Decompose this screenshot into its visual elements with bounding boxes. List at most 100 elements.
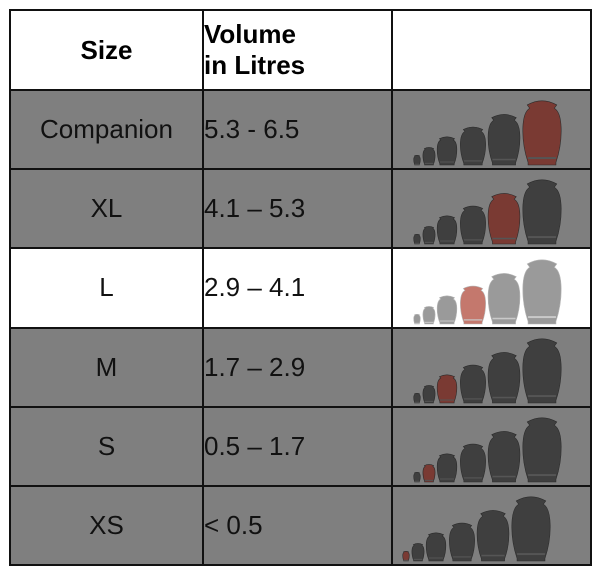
urn-band [414,480,420,482]
urn-band [528,157,556,160]
urn-icon [522,338,562,404]
urn-highlighted-icon [436,374,458,404]
urn-icon [522,417,562,483]
urn-band [463,398,483,400]
urn-band [439,320,455,322]
urn-band [528,394,556,397]
urn-highlighted-icon [460,285,486,324]
urn-band [528,473,556,476]
urn-icon [487,114,521,166]
row-xs: XS < 0.5 [9,484,592,567]
urn-icon [413,392,421,404]
urn-band [481,554,505,557]
volume-cell: < 0.5 [202,484,393,567]
urn-band [528,315,556,318]
urn-icon [436,295,458,324]
size-cell: S [9,405,204,487]
urn-band [463,239,483,241]
urn-icon [487,272,521,324]
urn-icon [460,443,486,483]
urn-lineup-svg [402,496,551,562]
urn-band [492,396,516,399]
size-cell: XS [9,484,204,567]
urn-band [492,317,516,319]
urn-band [492,159,516,161]
urn-icon [422,305,436,324]
urn-band [517,553,545,556]
urn-band [424,321,434,323]
urn-icon [476,510,510,562]
urn-band [424,163,434,165]
urn-icon [413,313,421,324]
size-cell: M [9,326,204,408]
urn-band [528,236,556,239]
urn-icon [460,206,486,245]
urn-icon [411,543,425,562]
urn-band [439,399,455,401]
urn-icon [425,532,447,562]
row-m: M 1.7 – 2.9 [9,326,592,408]
urn-band [424,479,434,481]
urn-band [424,400,434,402]
volume-cell: 4.1 – 5.3 [202,168,393,250]
header-volume-line1: Volume [204,19,296,50]
size-cell: Companion [9,89,204,171]
urn-highlighted-icon [487,193,521,245]
header-image [391,8,592,92]
size-cell: L [9,247,204,329]
urn-highlighted-icon [522,100,562,166]
urn-band [403,559,409,561]
urn-band [413,558,423,560]
urn-icon [487,430,521,483]
row-s: S 0.5 – 1.7 [9,405,592,487]
urn-band [424,242,434,244]
urn-highlighted-icon [402,550,410,562]
urn-lineup-image [391,247,592,329]
urn-lineup-image [391,89,592,171]
volume-cell: 1.7 – 2.9 [202,326,393,408]
urn-icon [413,155,421,166]
urn-icon [522,179,562,245]
urn-band [439,161,455,163]
urn-band [452,556,472,558]
urn-lineup-image [391,168,592,250]
urn-band [463,318,483,321]
urn-icon [487,351,521,404]
urn-band [492,475,516,478]
urn-icon [422,384,436,404]
urn-icon [422,226,436,245]
urn-lineup-svg [413,100,562,166]
urn-band [439,240,455,242]
urn-band [414,322,420,324]
urn-icon [436,453,458,483]
urn-band [414,401,420,403]
urn-icon [413,471,421,483]
urn-icon [522,259,562,324]
urn-band [414,164,420,166]
urn-icon [460,364,486,404]
urn-band [414,243,420,245]
urn-lineup-svg [413,259,562,324]
volume-cell: 5.3 - 6.5 [202,89,393,171]
urn-lineup-image [391,405,592,487]
urn-icon [436,136,458,166]
urn-band [428,557,444,559]
header-volume: Volume in Litres [202,8,393,92]
urn-icon [460,127,486,166]
urn-lineup-image [391,326,592,408]
row-l: L 2.9 – 4.1 [9,247,592,329]
urn-lineup-image [391,484,592,567]
urn-lineup-svg [413,417,562,483]
urn-band [463,160,483,162]
volume-cell: 0.5 – 1.7 [202,405,393,487]
urn-icon [422,147,436,166]
urn-band [463,477,483,479]
urn-icon [436,215,458,245]
urn-icon [413,234,421,245]
urn-icon [449,522,475,562]
urn-size-table: Size Volume in Litres Companion 5.3 - 6.… [9,8,592,567]
header-size: Size [9,8,204,92]
header-row: Size Volume in Litres [9,8,592,92]
urn-lineup-svg [413,179,562,245]
volume-cell: 2.9 – 4.1 [202,247,393,329]
